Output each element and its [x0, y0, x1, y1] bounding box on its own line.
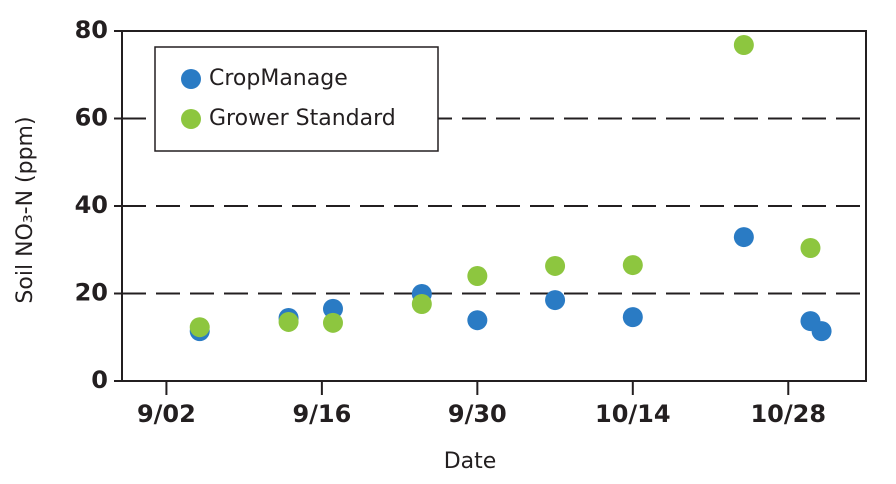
- point: [733, 35, 754, 55]
- y-axis-label: Soil NO₃-N (ppm): [13, 116, 38, 303]
- legend-marker: [181, 69, 201, 89]
- legend-box: [154, 46, 439, 152]
- x-tick-label: 10/28: [750, 400, 826, 428]
- x-tick-label: 10/14: [595, 400, 671, 428]
- point: [411, 294, 432, 314]
- y-tick-label: 0: [91, 366, 108, 394]
- point: [811, 321, 832, 342]
- point: [545, 290, 566, 311]
- point: [467, 310, 488, 331]
- legend-label: CropManage: [209, 66, 348, 91]
- y-tick-label: 60: [75, 104, 108, 132]
- plot-frame: [121, 30, 867, 382]
- legend-marker: [181, 109, 201, 129]
- point: [622, 307, 643, 328]
- point: [467, 266, 488, 286]
- point: [322, 312, 343, 333]
- point: [322, 298, 343, 319]
- point: [278, 311, 299, 332]
- point: [189, 317, 210, 338]
- y-tick-label: 20: [75, 279, 108, 307]
- point: [800, 238, 821, 258]
- y-tick-label: 80: [75, 16, 108, 44]
- point: [622, 255, 643, 276]
- x-tick-label: 9/30: [448, 400, 507, 428]
- legend-label: Grower Standard: [209, 106, 396, 131]
- point: [545, 255, 566, 276]
- x-tick-label: 9/16: [292, 400, 351, 428]
- x-tick-label: 9/02: [137, 400, 196, 428]
- y-tick-label: 40: [75, 191, 108, 219]
- x-axis-label: Date: [444, 449, 497, 474]
- point: [733, 227, 754, 248]
